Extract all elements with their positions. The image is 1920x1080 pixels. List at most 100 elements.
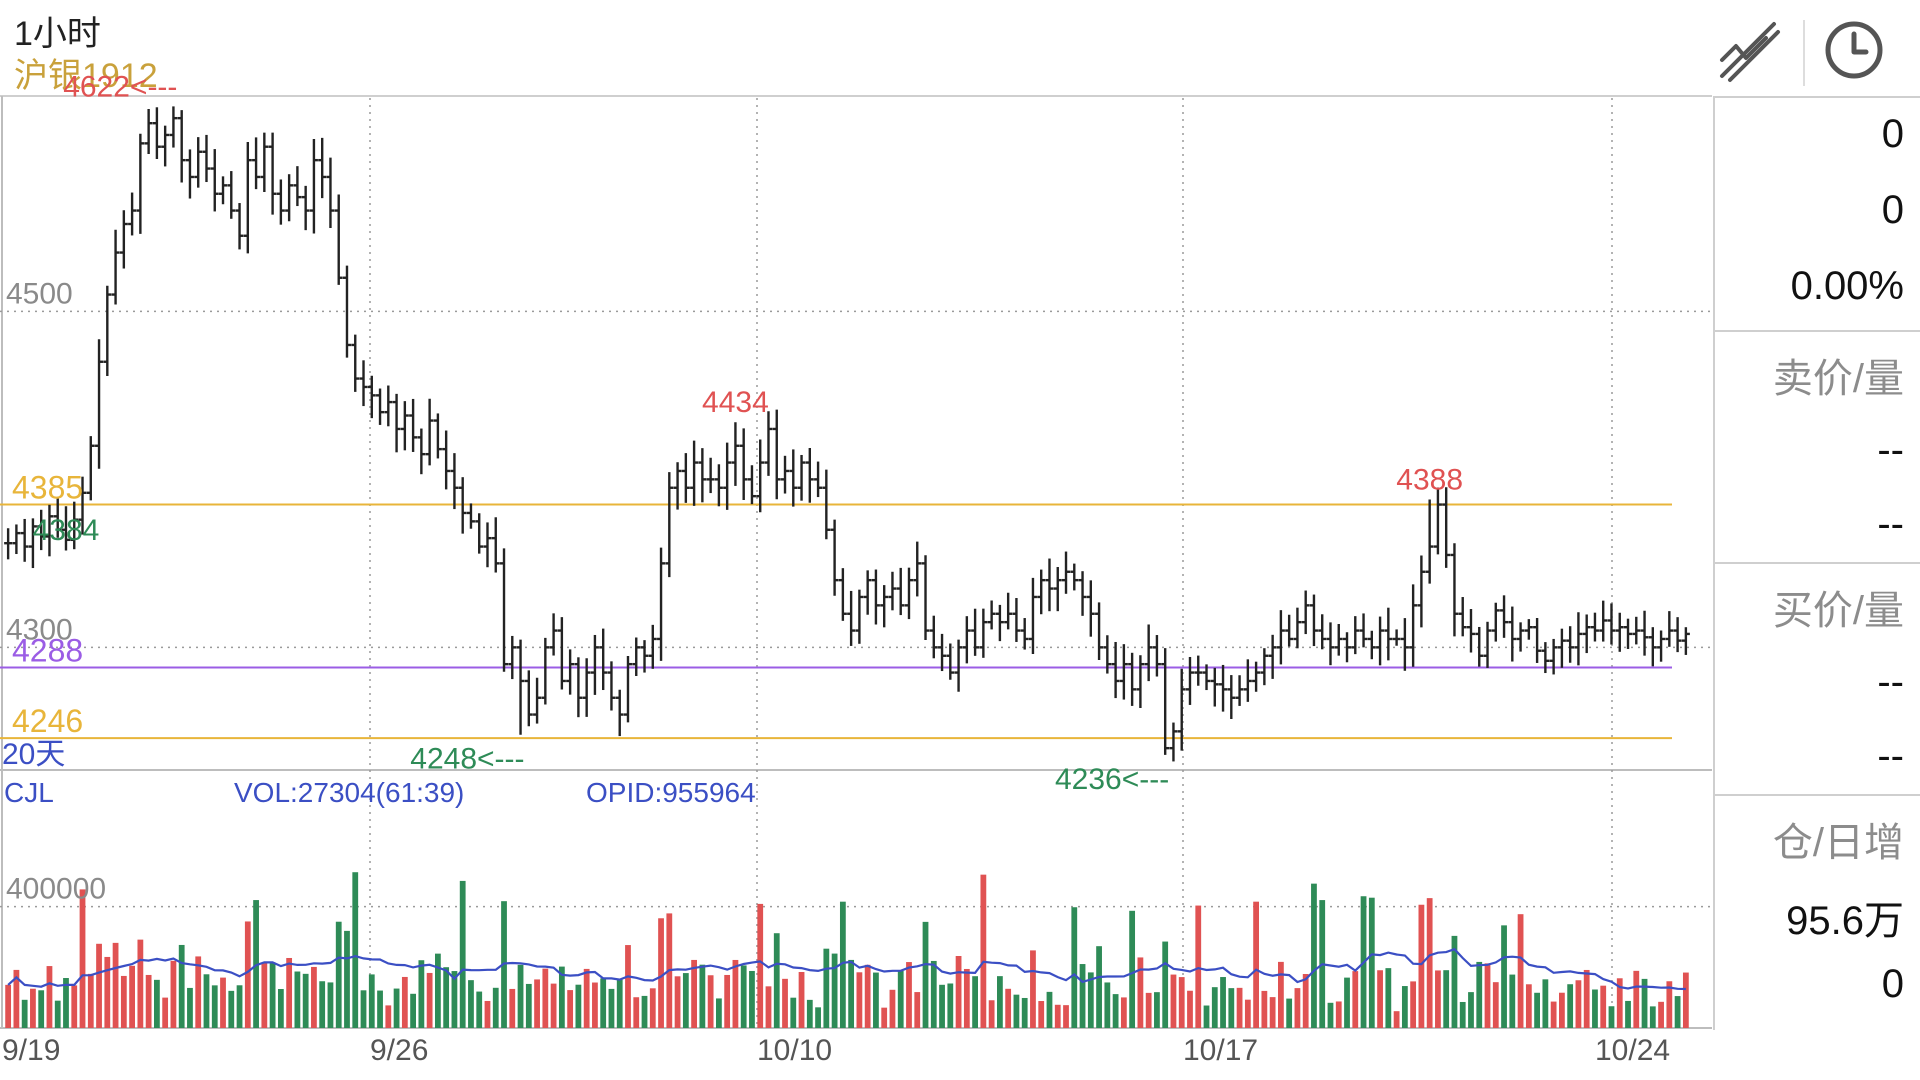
volume-bar bbox=[170, 960, 177, 1028]
volume-bar bbox=[1335, 1001, 1342, 1028]
twenty-day-label: 20天 bbox=[2, 738, 65, 771]
volume-bar bbox=[410, 993, 416, 1028]
volume-bar bbox=[1377, 970, 1383, 1028]
volume-bar bbox=[1063, 1005, 1069, 1028]
volume-bar bbox=[674, 976, 681, 1028]
volume-bar bbox=[765, 986, 772, 1028]
bid-price: -- bbox=[1877, 660, 1904, 704]
volume-bar bbox=[286, 957, 293, 1028]
volume-bar bbox=[162, 997, 169, 1028]
volume-bar bbox=[1410, 981, 1417, 1028]
volume-bar bbox=[1236, 987, 1243, 1028]
volume-bar bbox=[1054, 1004, 1061, 1028]
volume-bar bbox=[790, 997, 797, 1028]
volume-bar bbox=[1368, 897, 1375, 1028]
volume-bar bbox=[641, 995, 648, 1028]
volume-bar bbox=[947, 983, 954, 1028]
volume-bar bbox=[939, 984, 945, 1028]
volume-bar bbox=[38, 990, 45, 1028]
volume-bar bbox=[1030, 950, 1036, 1028]
volume-bar bbox=[459, 880, 466, 1028]
volume-bar bbox=[385, 1005, 392, 1028]
vol-title: CJL bbox=[4, 777, 54, 808]
volume-bar bbox=[724, 974, 731, 1028]
volume-bar bbox=[1583, 969, 1590, 1028]
volume-bar bbox=[740, 965, 747, 1028]
volume-bar bbox=[30, 988, 36, 1028]
volume-bar bbox=[823, 948, 830, 1028]
price-bars bbox=[4, 106, 1690, 762]
volume-bar bbox=[716, 998, 722, 1028]
volume-bar bbox=[1294, 988, 1301, 1028]
volume-bar bbox=[137, 939, 144, 1028]
x-axis-label: 10/17 bbox=[1183, 1034, 1258, 1067]
volume-bar bbox=[1129, 910, 1136, 1028]
volume-bar bbox=[1104, 982, 1111, 1028]
volume-bar bbox=[955, 956, 962, 1028]
volume-bar bbox=[377, 990, 383, 1028]
volume-bar bbox=[1459, 1001, 1466, 1028]
volume-bar bbox=[79, 889, 86, 1028]
volume-bar bbox=[344, 930, 350, 1028]
volume-bar bbox=[806, 999, 813, 1028]
volume-bar bbox=[757, 903, 764, 1028]
volume-bar bbox=[1228, 988, 1235, 1028]
extreme-label: 4434 bbox=[702, 386, 769, 419]
oi-label: 仓/日增 bbox=[1772, 821, 1904, 865]
extreme-label: 4384 bbox=[33, 514, 100, 547]
volume-ma bbox=[7, 947, 1686, 991]
volume-bar bbox=[1525, 984, 1532, 1028]
extreme-label: 4388 bbox=[1396, 464, 1463, 497]
volume-bar bbox=[625, 945, 631, 1028]
volume-bar bbox=[542, 968, 549, 1028]
volume-bar bbox=[1393, 1011, 1400, 1028]
volume-bar bbox=[1468, 992, 1474, 1028]
volume-bar bbox=[1096, 946, 1102, 1028]
volume-bar bbox=[476, 991, 483, 1028]
volume-bar bbox=[881, 1007, 888, 1028]
volume-bar bbox=[1013, 994, 1020, 1028]
volume-bar bbox=[129, 965, 135, 1028]
toolbar-separator bbox=[1803, 20, 1805, 86]
volume-bar bbox=[1145, 992, 1152, 1028]
trend-draw-icon[interactable] bbox=[1712, 14, 1784, 86]
volume-bar bbox=[1542, 979, 1549, 1028]
chart-grid bbox=[0, 95, 1712, 1029]
volume-bar bbox=[906, 962, 912, 1028]
volume-bar bbox=[71, 985, 78, 1028]
volume-bar bbox=[1253, 901, 1259, 1028]
bid-panel: 买价/量 -- -- bbox=[1713, 562, 1920, 796]
volume-bar bbox=[1426, 898, 1433, 1028]
x-axis-label: 9/26 bbox=[370, 1034, 428, 1067]
ref-label-4385: 4385 bbox=[12, 470, 83, 506]
clock-icon[interactable] bbox=[1818, 14, 1890, 86]
volume-bar bbox=[707, 975, 714, 1028]
volume-bar bbox=[46, 966, 53, 1028]
volume-bar bbox=[87, 973, 94, 1028]
volume-bar bbox=[682, 973, 689, 1028]
volume-bar bbox=[525, 983, 532, 1028]
volume-bar bbox=[112, 942, 119, 1028]
volume-bar bbox=[154, 979, 160, 1028]
volume-bar bbox=[63, 978, 69, 1028]
kline-chart[interactable]: 4500 4300 400000 4622<--- 4434 4388 4384 4248<-… bbox=[0, 0, 1713, 1080]
volume-bar bbox=[988, 1000, 995, 1028]
open-interest-panel: 仓/日增 95.6万 0 bbox=[1713, 794, 1920, 1030]
volume-bar bbox=[699, 964, 706, 1028]
volume-bar bbox=[1278, 961, 1284, 1028]
volume-bar bbox=[1476, 961, 1483, 1028]
opid-legend: OPID:955964 bbox=[586, 777, 756, 808]
volume-bar bbox=[1418, 904, 1425, 1028]
ref-label-4246: 4246 bbox=[12, 703, 83, 739]
period-label[interactable]: 1小时 bbox=[14, 15, 101, 53]
volume-bar bbox=[368, 974, 375, 1028]
extreme-label: 4236<--- bbox=[1055, 763, 1169, 796]
volume-bar bbox=[633, 997, 640, 1028]
volume-bar bbox=[517, 964, 524, 1028]
volume-bar bbox=[1443, 970, 1450, 1028]
volume-bar bbox=[1674, 996, 1681, 1028]
volume-bar bbox=[393, 988, 400, 1028]
volume-bar bbox=[1220, 977, 1226, 1028]
volume-bar bbox=[972, 976, 978, 1028]
volume-bar bbox=[1137, 957, 1144, 1028]
